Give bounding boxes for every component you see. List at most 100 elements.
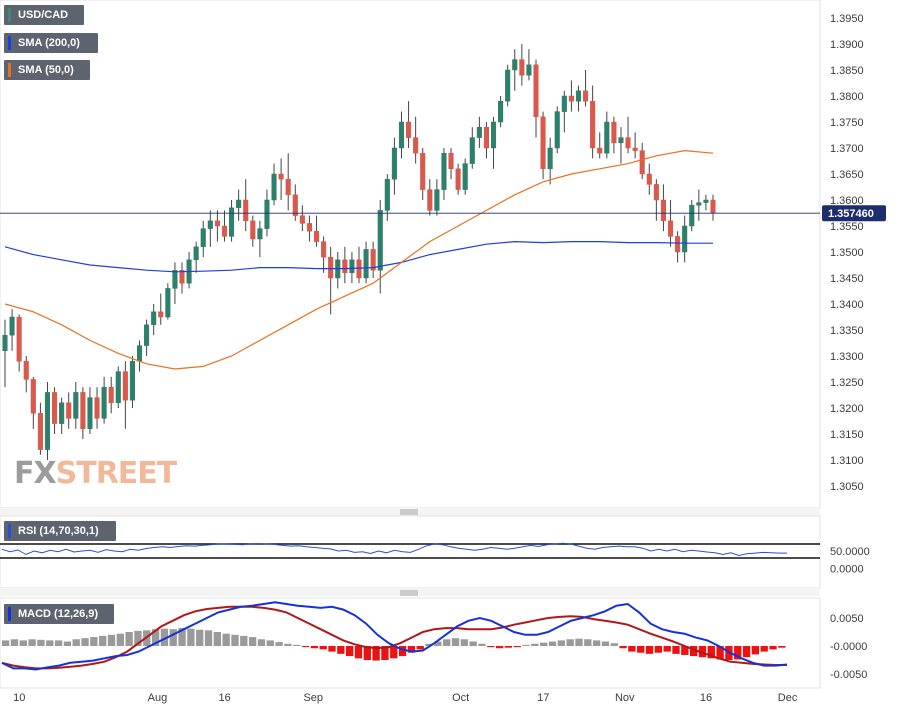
candle-body (292, 194, 298, 216)
y-tick-label: 1.3350 (830, 325, 864, 337)
legend-sma200[interactable]: SMA (200,0) (4, 33, 98, 53)
y-tick-label: 1.3300 (830, 351, 864, 363)
macd-histogram-bar (610, 643, 618, 646)
legend-sma50[interactable]: SMA (50,0) (4, 60, 90, 80)
candle-body (646, 173, 652, 185)
candle-body (342, 259, 348, 274)
macd-histogram-bar (469, 641, 477, 646)
macd-histogram-bar (478, 643, 486, 646)
macd-y-tick-label: -0.0050 (830, 669, 867, 681)
macd-histogram-bar (645, 646, 654, 654)
y-tick-label: 1.3100 (830, 455, 864, 467)
legend-symbol[interactable]: USD/CAD (4, 5, 84, 25)
candle-body (590, 100, 596, 149)
y-tick-label: 1.3750 (830, 117, 864, 129)
candle-body (455, 168, 461, 190)
rsi-line (1, 542, 787, 557)
macd-histogram-bar (716, 646, 724, 660)
candle-body (37, 412, 43, 450)
macd-histogram-bar (540, 642, 548, 646)
candle-body (136, 345, 143, 362)
candle-body (547, 147, 553, 170)
candle-body (512, 59, 518, 71)
macd-histogram-bar (751, 646, 760, 655)
macd-histogram-bar (204, 630, 213, 646)
macd-histogram-bar (663, 646, 671, 652)
candle-body (115, 371, 121, 404)
candle-body (611, 121, 617, 144)
macd-y-tick-label: -0.0000 (830, 641, 867, 653)
legend-swatch (8, 36, 11, 50)
candle-body (462, 163, 468, 190)
candle-body (313, 230, 320, 242)
macd-histogram-bar (345, 646, 354, 657)
macd-histogram-bar (522, 644, 530, 646)
candle-body (207, 220, 213, 229)
macd-histogram-bar (187, 628, 195, 646)
legend-label: USD/CAD (18, 9, 69, 21)
candle-body (604, 121, 610, 154)
macd-histogram-bar (275, 642, 283, 646)
candle-body (490, 121, 497, 149)
macd-histogram-bar (566, 639, 574, 646)
macd-histogram-bar (37, 639, 45, 646)
macd-histogram-bar (434, 641, 442, 646)
macd-histogram-bar (99, 635, 107, 646)
legend-label: SMA (50,0) (18, 64, 74, 76)
candle-body (434, 189, 440, 211)
y-tick-label: 1.3800 (830, 91, 864, 103)
candle-body (278, 173, 284, 180)
macd-histogram-bar (248, 637, 257, 646)
candle-body (568, 95, 574, 102)
legend-swatch (8, 524, 11, 538)
candle-body (625, 137, 631, 149)
macd-histogram-bar (734, 646, 742, 660)
candle-body (483, 126, 489, 149)
legend-label: MACD (12,26,9) (18, 608, 99, 620)
macd-histogram-bar (575, 638, 583, 646)
candle-body (271, 173, 277, 201)
y-tick-label: 1.3500 (830, 247, 864, 259)
legend-rsi[interactable]: RSI (14,70,30,1) (4, 521, 116, 541)
candle-body (243, 199, 249, 222)
macd-histogram-bar (619, 646, 627, 649)
y-tick-label: 1.3950 (830, 13, 864, 25)
macd-histogram-bar (372, 646, 380, 661)
candle-body (554, 111, 560, 149)
macd-histogram-bar (637, 646, 645, 653)
macd-histogram-bar (601, 641, 610, 646)
macd-histogram-bar (363, 646, 371, 660)
x-tick-label: 10 (13, 692, 25, 704)
macd-histogram-bar (319, 646, 327, 650)
macd-histogram-bar (760, 646, 768, 652)
macd-histogram-bar (72, 639, 80, 646)
candle-body (370, 249, 376, 271)
macd-histogram-bar (769, 646, 777, 650)
last-price-badge (822, 205, 886, 222)
candle-body (9, 316, 15, 336)
legend-label: SMA (200,0) (18, 37, 80, 49)
macd-histogram-bar (628, 646, 636, 652)
candle-body (583, 90, 589, 102)
candle-body (264, 199, 270, 229)
candle-body (144, 324, 150, 346)
legend-macd[interactable]: MACD (12,26,9) (4, 604, 114, 624)
macd-histogram-bar (460, 639, 468, 646)
candle-body (30, 379, 36, 414)
macd-histogram-bar (301, 646, 310, 648)
macd-y-tick-label: 0.0050 (830, 613, 864, 625)
macd-histogram-bar (557, 640, 565, 646)
candle-body (427, 189, 433, 211)
candle-body (299, 215, 305, 224)
candle-body (597, 147, 603, 154)
macd-histogram-bar (504, 646, 513, 648)
candle-body (193, 246, 199, 261)
y-tick-label: 1.3200 (830, 403, 864, 415)
candle-body (158, 311, 164, 318)
candle-body (675, 236, 681, 253)
macd-histogram-bar (328, 646, 336, 652)
macd-histogram-bar (196, 629, 204, 646)
macd-histogram-bar (531, 643, 539, 646)
macd-histogram-bar (495, 646, 504, 649)
macd-histogram-bar (19, 640, 27, 646)
